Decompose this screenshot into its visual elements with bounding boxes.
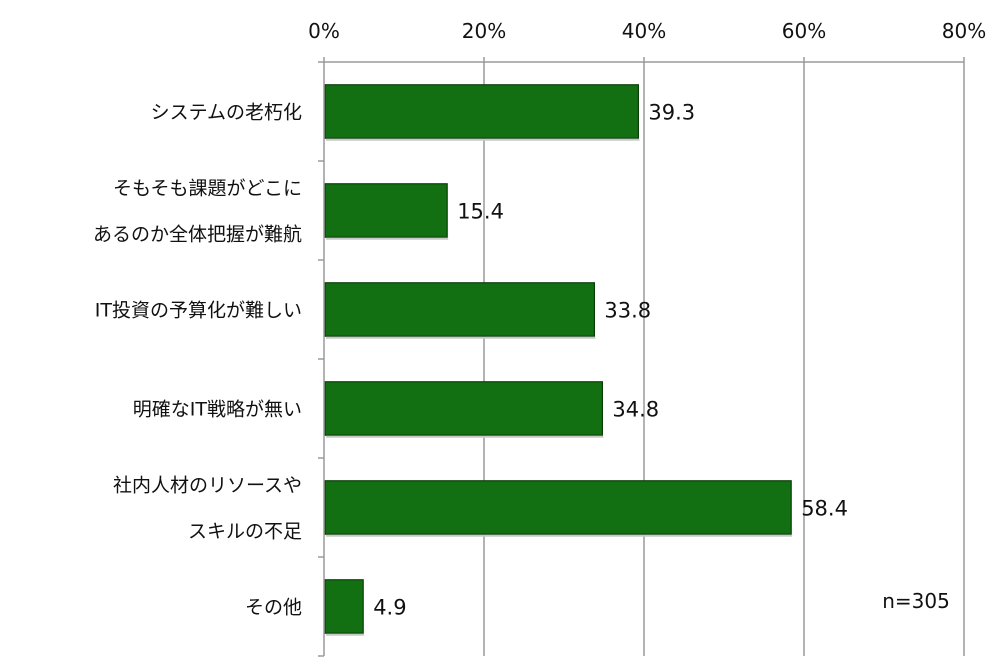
bars — [324, 84, 793, 636]
bar — [324, 84, 639, 139]
category-label-line: システムの老朽化 — [151, 102, 302, 124]
bar — [324, 183, 448, 238]
value-label: 39.3 — [648, 101, 695, 125]
category-label-line: IT投資の予算化が難しい — [95, 300, 302, 322]
category-label-line: そもそも課題がどこに — [113, 178, 302, 200]
category-label: 社内人材のリソースやスキルの不足 — [113, 475, 302, 543]
x-tick-label: 40% — [622, 19, 666, 43]
category-label: システムの老朽化 — [151, 102, 302, 124]
bar — [324, 381, 603, 436]
category-label: IT投資の予算化が難しい — [95, 300, 302, 322]
value-label: 58.4 — [801, 497, 848, 521]
x-tick-label: 80% — [942, 19, 986, 43]
value-labels: 39.3 15.4 33.8 34.8 58.4 4.9 — [373, 101, 848, 620]
x-tick-labels: 0% 20% 40% 60% 80% — [308, 19, 986, 43]
bar — [324, 282, 595, 337]
category-label: その他 — [245, 597, 302, 619]
x-tick-label: 0% — [308, 19, 340, 43]
sample-size-note: n=305 — [882, 589, 950, 613]
category-label-line: あるのか全体把握が難航 — [93, 224, 302, 246]
value-label: 33.8 — [604, 299, 651, 323]
category-label-line: その他 — [245, 597, 302, 619]
axes — [318, 57, 965, 657]
category-label-line: 明確なIT戦略が無い — [133, 399, 302, 421]
value-label: 15.4 — [457, 200, 504, 224]
category-label-line: 社内人材のリソースや — [113, 475, 302, 497]
gridlines — [483, 62, 965, 656]
category-label: そもそも課題がどこにあるのか全体把握が難航 — [93, 178, 302, 246]
bar — [324, 579, 364, 634]
x-tick-label: 60% — [782, 19, 826, 43]
category-label: 明確なIT戦略が無い — [133, 399, 302, 421]
category-label-line: スキルの不足 — [188, 521, 302, 543]
bar — [324, 480, 792, 535]
value-label: 4.9 — [373, 596, 406, 620]
x-tick-label: 20% — [462, 19, 506, 43]
value-label: 34.8 — [612, 398, 659, 422]
